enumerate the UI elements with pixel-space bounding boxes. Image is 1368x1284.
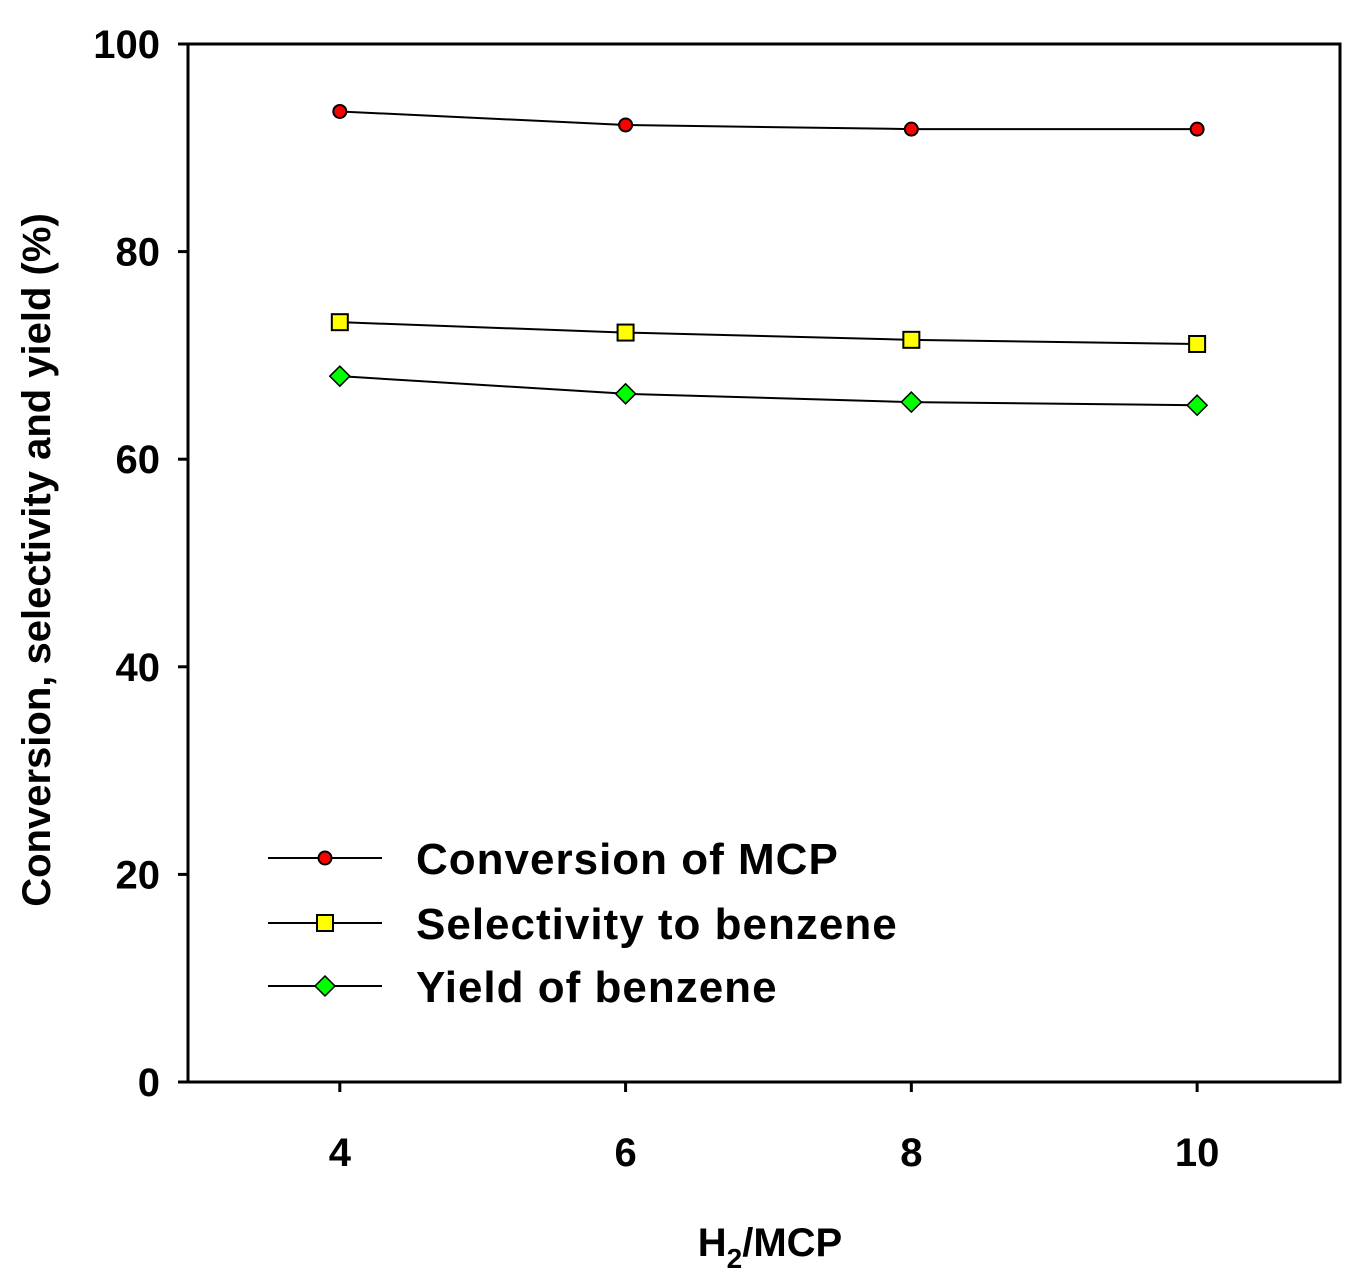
data-point-series-2	[1188, 334, 1207, 353]
y-tick-label: 100	[93, 23, 160, 67]
data-point-series-2	[902, 330, 921, 349]
y-tick-label: 0	[138, 1061, 160, 1105]
x-tick-label: 10	[1175, 1131, 1220, 1175]
x-axis-title-rest: /MCP	[742, 1221, 842, 1265]
x-axis-title-main: H	[698, 1221, 727, 1265]
legend: Conversion of MCP Selectivity to benzene Y…	[268, 835, 898, 1012]
data-point-series-1	[903, 121, 919, 137]
legend-marker-2	[316, 914, 334, 932]
data-point-series-1	[618, 117, 634, 133]
data-point-series-3	[328, 365, 351, 388]
data-point-series-1	[332, 103, 348, 119]
data-point-series-2	[330, 313, 349, 332]
series-group	[328, 103, 1209, 417]
axis-ticks: 0 20 40 60 80 100 4 6 8 10	[93, 23, 1219, 1175]
data-point-series-3	[614, 382, 637, 405]
data-point-series-1	[1189, 121, 1205, 137]
data-point-series-2	[616, 323, 635, 342]
y-axis-title: Conversion, selectivity and yield (%)	[15, 213, 59, 907]
series-line-1	[339, 110, 1198, 131]
legend-marker-1	[317, 850, 333, 866]
y-tick-label: 40	[116, 646, 161, 690]
x-tick-label: 6	[614, 1131, 636, 1175]
data-point-series-3	[1186, 394, 1209, 417]
x-tick-label: 4	[329, 1131, 352, 1175]
data-point-series-3	[900, 391, 923, 414]
legend-label-3: Yield of benzene	[416, 963, 778, 1012]
plot-area-frame	[186, 42, 1342, 1084]
x-tick-label: 8	[900, 1131, 922, 1175]
legend-marker-3	[313, 974, 337, 998]
x-axis-title-subscript: 2	[727, 1243, 743, 1274]
y-tick-label: 20	[116, 853, 161, 897]
y-tick-label: 60	[116, 438, 161, 482]
series-line-2	[339, 321, 1198, 345]
y-tick-label: 80	[116, 231, 161, 275]
legend-label-2: Selectivity to benzene	[416, 900, 898, 949]
series-line-3	[339, 375, 1198, 407]
legend-label-1: Conversion of MCP	[416, 835, 839, 884]
x-axis-title: H2/MCP	[698, 1221, 842, 1274]
